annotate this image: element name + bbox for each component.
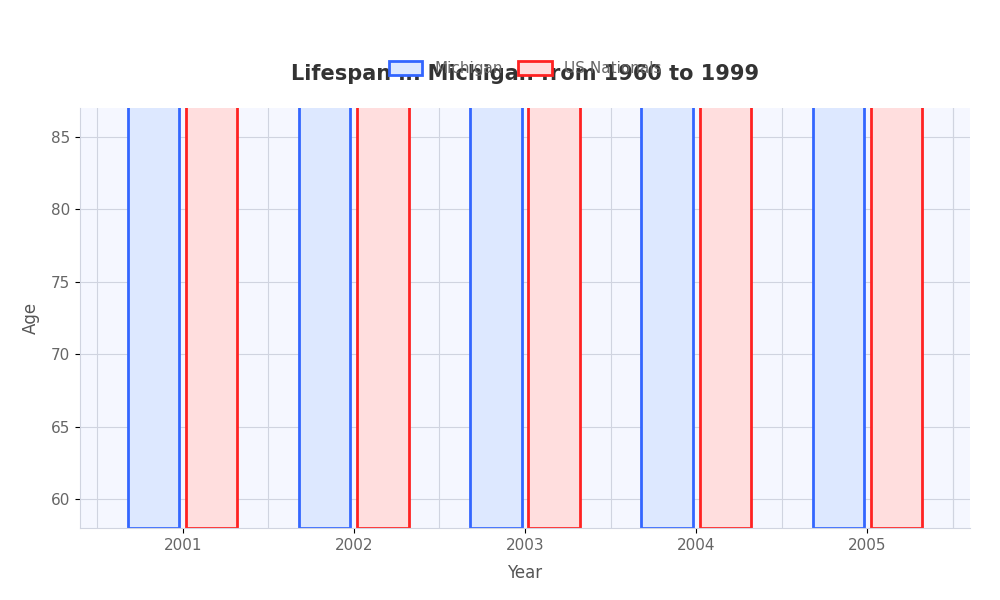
Bar bbox=[528, 0, 580, 528]
Bar bbox=[357, 0, 409, 528]
Bar bbox=[299, 0, 350, 528]
Title: Lifespan in Michigan from 1960 to 1999: Lifespan in Michigan from 1960 to 1999 bbox=[291, 64, 759, 84]
Y-axis label: Age: Age bbox=[22, 302, 40, 334]
Bar bbox=[700, 0, 751, 528]
Bar bbox=[186, 0, 237, 528]
Bar bbox=[128, 0, 179, 528]
Bar bbox=[641, 0, 693, 528]
Bar bbox=[813, 0, 864, 528]
Legend: Michigan, US Nationals: Michigan, US Nationals bbox=[389, 61, 661, 76]
Bar bbox=[470, 0, 522, 528]
X-axis label: Year: Year bbox=[507, 564, 543, 582]
Bar bbox=[871, 0, 922, 528]
